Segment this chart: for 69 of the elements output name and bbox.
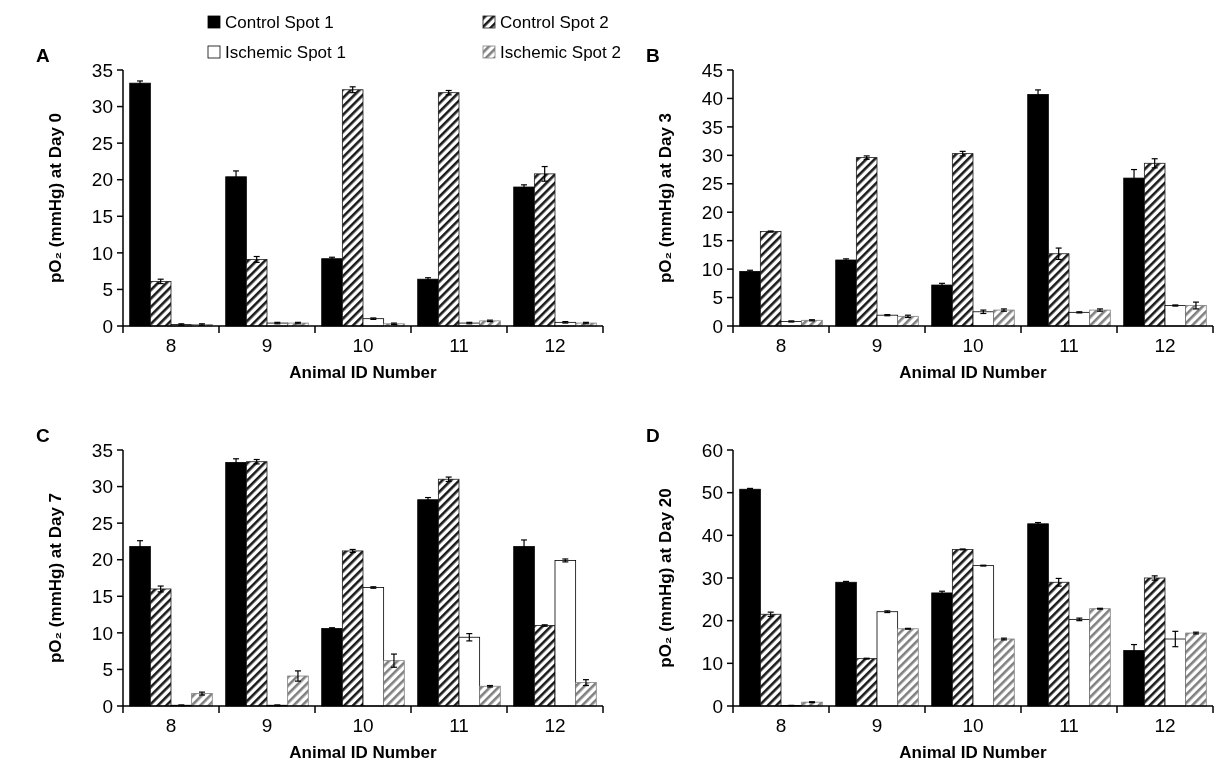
x-tick-label: 12 (544, 335, 566, 356)
x-tick-label: 10 (962, 335, 984, 356)
y-tick-label: 5 (102, 659, 113, 681)
y-tick-label: 20 (91, 549, 113, 571)
x-tick-label: 12 (544, 715, 566, 736)
y-tick-label: 25 (91, 132, 113, 154)
y-tick-label: 60 (701, 439, 723, 461)
y-axis-title: pO₂ (mmHg) at Day 3 (656, 112, 675, 284)
y-tick-label: 10 (91, 622, 113, 644)
x-tick-label: 9 (871, 715, 883, 736)
chart-title: C (36, 425, 50, 446)
x-axis-title: Animal ID Number (899, 743, 1048, 762)
x-tick-label: 8 (165, 715, 177, 736)
x-tick-label: 11 (449, 335, 469, 356)
y-tick-label: 35 (91, 439, 113, 461)
y-tick-label: 30 (701, 567, 723, 589)
y-tick-label: 20 (91, 169, 113, 191)
y-tick-label: 20 (701, 201, 723, 223)
x-tick-label: 10 (352, 335, 374, 356)
legend-label: Ischemic Spot 2 (500, 42, 621, 62)
y-tick-label: 20 (701, 610, 723, 632)
legend-label: Control Spot 1 (225, 12, 334, 32)
y-tick-label: 15 (701, 230, 723, 252)
y-tick-label: 0 (102, 315, 113, 337)
x-axis-title: Animal ID Number (899, 363, 1048, 382)
y-tick-label: 5 (712, 287, 723, 309)
x-tick-label: 10 (962, 715, 984, 736)
y-tick-label: 25 (91, 512, 113, 534)
y-axis-title: pO₂ (mmHg) at Day 7 (46, 492, 65, 664)
x-tick-label: 8 (775, 715, 787, 736)
y-tick-label: 5 (102, 279, 113, 301)
y-axis-title: pO₂ (mmHg) at Day 0 (46, 112, 65, 284)
x-tick-label: 8 (165, 335, 177, 356)
chart-title: D (646, 425, 660, 446)
y-tick-label: 25 (701, 173, 723, 195)
y-tick-label: 10 (91, 242, 113, 264)
y-tick-label: 40 (701, 88, 723, 110)
y-tick-label: 30 (91, 476, 113, 498)
y-tick-label: 30 (701, 144, 723, 166)
y-tick-label: 0 (712, 695, 723, 717)
y-tick-label: 0 (712, 315, 723, 337)
y-tick-label: 35 (701, 116, 723, 138)
chart-title: B (646, 45, 660, 66)
y-tick-label: 15 (91, 585, 113, 607)
y-tick-label: 45 (701, 59, 723, 81)
y-tick-label: 40 (701, 524, 723, 546)
x-tick-label: 12 (1154, 715, 1176, 736)
x-tick-label: 10 (352, 715, 374, 736)
y-tick-label: 50 (701, 482, 723, 504)
x-tick-label: 9 (261, 335, 273, 356)
y-tick-label: 10 (701, 258, 723, 280)
y-tick-label: 15 (91, 205, 113, 227)
y-tick-label: 10 (701, 652, 723, 674)
x-tick-label: 11 (1059, 335, 1079, 356)
y-tick-label: 0 (102, 695, 113, 717)
x-tick-label: 9 (261, 715, 273, 736)
y-tick-label: 30 (91, 96, 113, 118)
chart-title: A (36, 45, 50, 66)
legend-label: Control Spot 2 (500, 12, 609, 32)
x-tick-label: 11 (449, 715, 469, 736)
y-axis-title: pO₂ (mmHg) at Day 20 (656, 488, 675, 668)
y-tick-label: 35 (91, 59, 113, 81)
legend-label: Ischemic Spot 1 (225, 42, 346, 62)
x-tick-label: 9 (871, 335, 883, 356)
x-tick-label: 12 (1154, 335, 1176, 356)
x-tick-label: 11 (1059, 715, 1079, 736)
x-tick-label: 8 (775, 335, 787, 356)
x-axis-title: Animal ID Number (289, 363, 438, 382)
x-axis-title: Animal ID Number (289, 743, 438, 762)
